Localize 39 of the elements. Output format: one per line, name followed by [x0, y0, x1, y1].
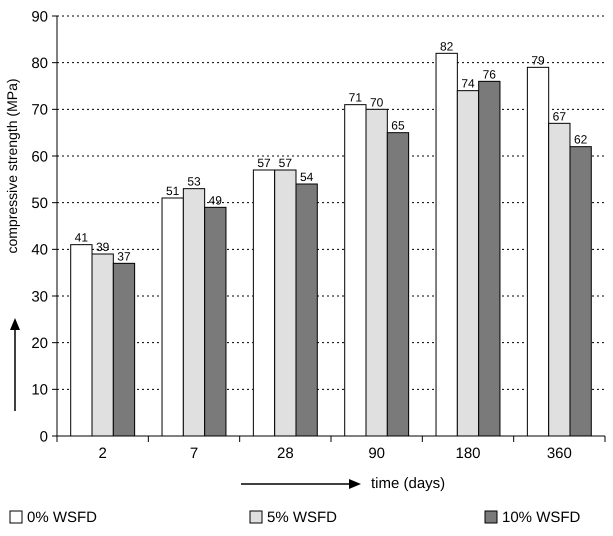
- data-label: 54: [300, 170, 314, 184]
- x-tick-label: 90: [368, 445, 386, 462]
- y-tick-label: 10: [31, 382, 48, 399]
- data-label: 49: [208, 193, 222, 208]
- x-axis-title: time (days): [371, 475, 446, 492]
- data-label: 76: [482, 67, 496, 82]
- x-tick-label: 7: [190, 445, 198, 462]
- x-tick-label: 180: [455, 445, 481, 462]
- data-label: 62: [574, 132, 588, 147]
- y-tick-label: 20: [31, 334, 48, 352]
- y-tick-label: 60: [31, 148, 48, 166]
- y-axis-title: compressive strength (MPa): [4, 78, 20, 254]
- y-tick-label: 0: [40, 428, 48, 446]
- y-tick-label: 80: [31, 54, 48, 72]
- x-tick-label: 2: [98, 445, 107, 462]
- data-label: 79: [531, 53, 546, 68]
- data-label: 70: [370, 95, 384, 110]
- x-tick-label: 360: [546, 445, 572, 462]
- x-tick-label: 28: [276, 445, 294, 462]
- y-tick-label: 50: [31, 194, 48, 212]
- data-label: 39: [96, 240, 110, 254]
- data-label: 74: [461, 76, 475, 91]
- data-label: 65: [391, 118, 405, 133]
- y-tick-label: 40: [31, 242, 48, 259]
- data-label: 37: [117, 249, 131, 264]
- data-label: 53: [187, 174, 201, 189]
- y-tick-label: 70: [31, 102, 48, 119]
- data-label: 71: [348, 90, 362, 105]
- data-label: 57: [257, 156, 272, 170]
- legend-label: 5% WSFD: [267, 509, 338, 526]
- data-label: 67: [552, 109, 566, 124]
- data-label: 57: [278, 156, 292, 170]
- legend-label: 0% WSFD: [27, 509, 98, 526]
- data-label: 82: [440, 39, 454, 54]
- y-tick-label: 90: [31, 8, 48, 26]
- data-label: 51: [166, 184, 180, 198]
- data-label: 41: [74, 230, 88, 245]
- legend-label: 10% WSFD: [502, 509, 581, 526]
- y-tick-label: 30: [31, 288, 48, 306]
